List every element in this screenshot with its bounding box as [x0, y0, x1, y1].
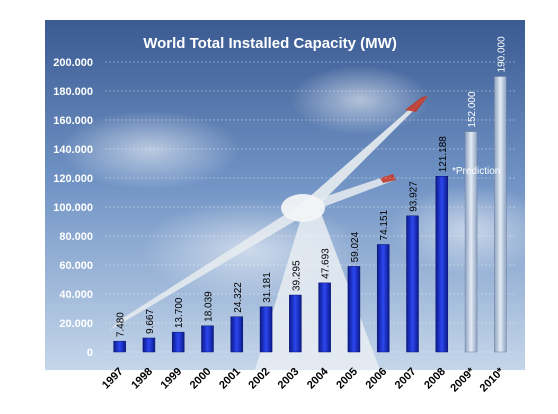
y-axis: 0 20.000 40.000 60.000 80.000 100.000 120.000 1… — [53, 57, 93, 359]
data-label: 39.295 — [291, 260, 302, 291]
chart-title: World Total Installed Capacity (MW) — [143, 35, 397, 52]
bar-predicted — [494, 76, 507, 353]
data-label: 18.039 — [204, 291, 215, 322]
prediction-annotation: *Prediction — [452, 166, 500, 177]
y-tick-label: 20.000 — [59, 318, 93, 330]
bar — [435, 176, 449, 353]
data-label: 74.151 — [379, 209, 390, 240]
data-label: 31.181 — [262, 272, 273, 303]
data-label: 47.693 — [321, 248, 332, 279]
data-labels: 7.480 9.667 13.700 18.039 24.322 31.181 39.295… — [116, 36, 508, 337]
bar — [259, 306, 273, 353]
bar — [318, 282, 331, 353]
data-label: 152.000 — [467, 91, 478, 128]
y-tick-label: 120.000 — [53, 173, 93, 185]
bar — [347, 266, 361, 353]
data-label: 190.000 — [496, 36, 507, 73]
y-tick-label: 60.000 — [59, 260, 93, 272]
data-label: 9.667 — [145, 309, 156, 334]
wind-turbine-photo — [60, 65, 525, 370]
y-tick-label: 160.000 — [53, 115, 93, 127]
bar-predicted — [464, 131, 478, 353]
y-tick-label: 140.000 — [53, 144, 93, 156]
data-label: 121.188 — [438, 136, 449, 173]
data-label: 93.927 — [409, 181, 420, 212]
bar — [230, 316, 244, 353]
y-tick-label: 40.000 — [59, 289, 93, 301]
y-tick-label: 100.000 — [53, 202, 93, 214]
y-tick-label: 80.000 — [59, 231, 93, 243]
data-label: 59.024 — [350, 231, 361, 262]
data-label: 24.322 — [233, 282, 244, 313]
bars — [113, 76, 507, 353]
bar — [201, 325, 214, 353]
bar — [406, 215, 419, 353]
bar — [113, 340, 126, 353]
y-tick-label: 180.000 — [53, 86, 93, 98]
y-tick-label: 0 — [87, 347, 93, 359]
bar — [289, 294, 302, 353]
y-tick-label: 200.000 — [53, 57, 93, 69]
bar — [171, 331, 185, 353]
data-label: 13.700 — [174, 297, 185, 328]
bar — [376, 244, 390, 353]
bar — [142, 337, 156, 353]
data-label: 7.480 — [116, 312, 127, 337]
